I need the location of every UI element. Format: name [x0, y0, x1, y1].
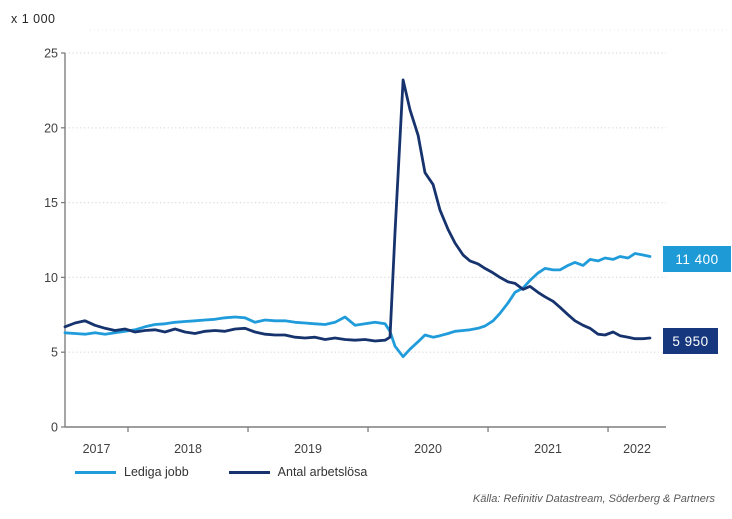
antal-arbetslosa-line-swatch-icon: [228, 470, 270, 474]
x-tick-label: 2021: [534, 442, 562, 456]
lediga-jobb-line-swatch-icon: [75, 470, 116, 474]
legend-label: Antal arbetslösa: [277, 465, 368, 479]
series-line-antal-arbetsl-sa: [63, 78, 652, 343]
legend-item-antal-arbetslosa: Antal arbetslösa: [228, 465, 368, 479]
x-tick-label: 2019: [294, 442, 322, 456]
source-attribution: Källa: Refinitiv Datastream, Söderberg &…: [472, 493, 715, 505]
x-tick-label: 2020: [414, 442, 442, 456]
y-tick-label: 15: [44, 196, 58, 210]
legend-item-lediga-jobb: Lediga jobb: [75, 465, 189, 479]
value-badge-lediga-jobb: 11 400: [663, 246, 731, 272]
y-tick-label: 5: [51, 346, 58, 360]
y-axis-unit-label: x 1 000: [11, 12, 56, 26]
legend-label: Lediga jobb: [124, 465, 189, 479]
y-tick-label: 25: [44, 47, 58, 61]
series-line-lediga-jobb: [63, 252, 652, 359]
y-tick-label: 0: [51, 421, 58, 435]
value-badge-antal-arbetslosa: 5 950: [663, 328, 718, 354]
x-tick-label: 2018: [174, 442, 202, 456]
y-tick-label: 10: [44, 271, 58, 285]
y-tick-label: 20: [44, 121, 58, 135]
legend: Lediga jobb Antal arbetslösa: [75, 465, 367, 479]
x-tick-label: 2017: [83, 442, 111, 456]
x-tick-label: 2022: [623, 442, 651, 456]
